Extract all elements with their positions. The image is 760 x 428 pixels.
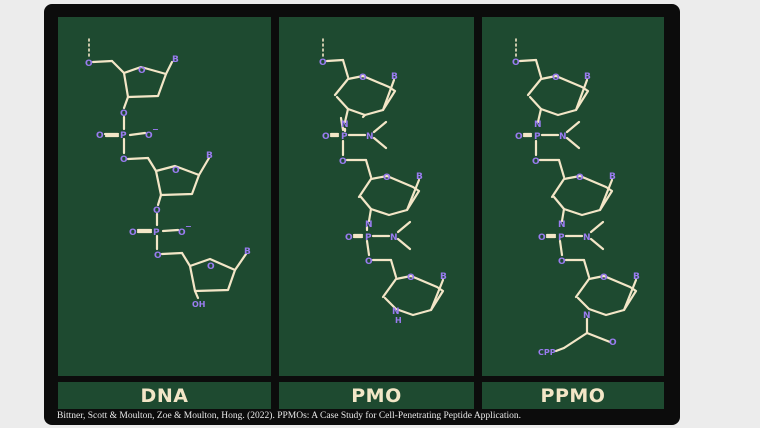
atom-cpp: CPP — [538, 348, 556, 357]
ppmo-panel — [482, 17, 664, 376]
atom-o: O — [359, 73, 367, 83]
atom-o: O — [558, 257, 566, 267]
atom-n: N — [583, 233, 591, 243]
atom-p: P — [341, 132, 348, 142]
atom-o: O — [207, 262, 215, 272]
atom-n: N — [365, 220, 373, 230]
atom-n: N — [366, 132, 374, 142]
pmo-structure: O O B N O P N O O B N O P N O O B N H — [319, 38, 447, 325]
atom-o: O — [120, 155, 128, 165]
atom-p: P — [534, 132, 541, 142]
atom-o: O — [129, 228, 137, 238]
atom-o: O — [383, 173, 391, 183]
atom-b: B — [206, 151, 213, 161]
atom-n: N — [392, 307, 400, 317]
atom-o: O — [532, 157, 540, 167]
atom-oh: OH — [192, 300, 206, 309]
atom-charge: − — [185, 222, 192, 231]
pmo-panel — [279, 17, 474, 376]
atom-o: O — [365, 257, 373, 267]
atom-b: B — [244, 247, 251, 257]
ppmo-structure: O O B N O P N O O B N O P N O O B N O CP… — [512, 38, 640, 357]
dna-label: DNA — [58, 382, 271, 409]
atom-n: N — [558, 220, 566, 230]
atom-b: B — [416, 172, 423, 182]
atom-p: P — [120, 131, 127, 141]
atom-o: O — [339, 157, 347, 167]
atom-o: O — [512, 58, 520, 68]
atom-b: B — [633, 272, 640, 282]
atom-o: O — [120, 109, 128, 119]
atom-b: B — [440, 272, 447, 282]
atom-b: B — [172, 55, 179, 65]
atom-o: O — [600, 273, 608, 283]
atom-o: O — [538, 233, 546, 243]
atom-o: O — [154, 251, 162, 261]
atom-p: P — [365, 233, 372, 243]
citation: Bittner, Scott & Moulton, Zoe & Moulton,… — [57, 411, 522, 421]
atom-o: O — [515, 132, 523, 142]
atom-b: B — [391, 72, 398, 82]
atom-p: P — [153, 228, 160, 238]
atom-o: O — [552, 73, 560, 83]
ppmo-label: PPMO — [482, 382, 664, 409]
atom-o: O — [319, 58, 327, 68]
atom-o: O — [138, 66, 146, 76]
pmo-label: PMO — [279, 382, 474, 409]
atom-o: O — [345, 233, 353, 243]
atom-b: B — [609, 172, 616, 182]
atom-o: O — [609, 338, 617, 348]
atom-o: O — [96, 131, 104, 141]
atom-o: O — [178, 228, 186, 238]
atom-n: N — [534, 120, 542, 130]
atom-o: O — [85, 59, 93, 69]
atom-n: N — [583, 311, 591, 321]
atom-o: O — [576, 173, 584, 183]
atom-o: O — [407, 273, 415, 283]
atom-charge: − — [152, 125, 159, 134]
atom-h: H — [395, 316, 402, 325]
dna-structure: O O B O O P O − O O B O O P O − O O B OH — [85, 38, 251, 309]
atom-o: O — [172, 166, 180, 176]
atom-p: P — [558, 233, 565, 243]
atom-o: O — [322, 132, 330, 142]
atom-n: N — [559, 132, 567, 142]
atom-n: N — [390, 233, 398, 243]
atom-o: O — [145, 131, 153, 141]
atom-b: B — [584, 72, 591, 82]
atom-n: N — [341, 120, 349, 130]
atom-o: O — [153, 206, 161, 216]
